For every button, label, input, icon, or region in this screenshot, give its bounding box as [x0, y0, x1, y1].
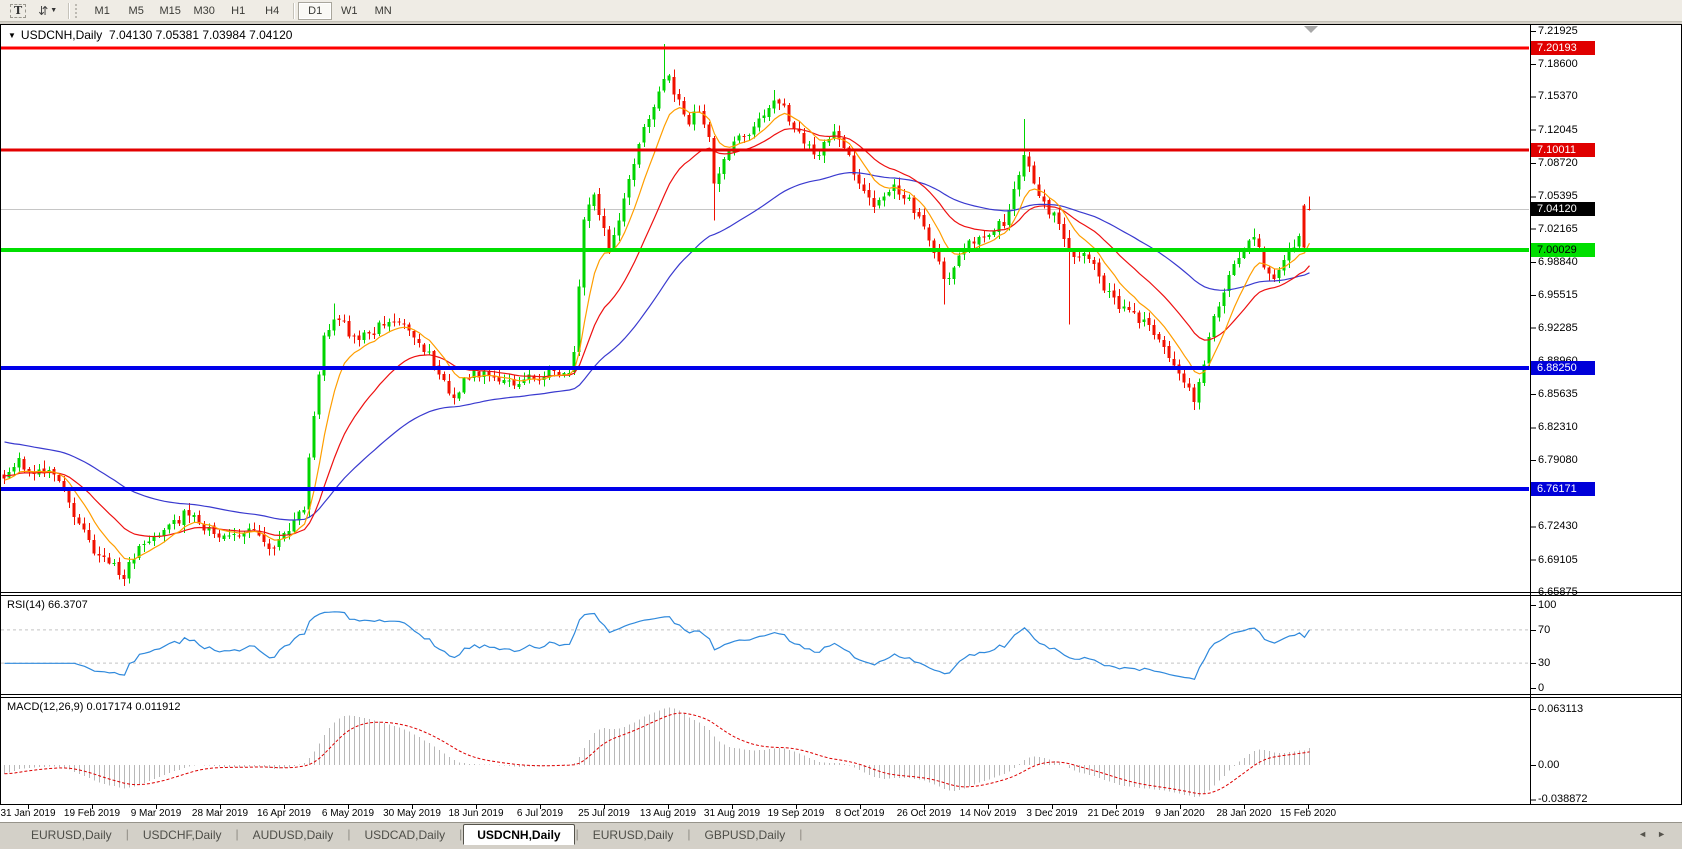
chart-tab-audusd-2[interactable]: AUDUSD,Daily: [252, 827, 334, 842]
tab-separator: |: [235, 827, 239, 841]
chart-tab-eurusd-0[interactable]: EURUSD,Daily: [31, 827, 112, 842]
chart-tab-usdcad-3[interactable]: USDCAD,Daily: [364, 827, 446, 842]
tab-separator: |: [799, 827, 803, 841]
toolbar-grip-handle[interactable]: [75, 3, 80, 18]
timeframe-button-h1[interactable]: H1: [231, 4, 246, 17]
timeframe-button-w1[interactable]: W1: [340, 4, 358, 17]
tab-separator: |: [575, 827, 579, 841]
timeframe-button-m15[interactable]: M15: [159, 4, 181, 17]
toolbar-separator: [68, 2, 70, 19]
toolbar: T ⇵ ▼ M1 M5 M15 M30 H1 H4 D1 W1 MN: [0, 0, 1682, 22]
timeframe-button-h4[interactable]: H4: [265, 4, 280, 17]
timeframe-button-d1[interactable]: D1: [298, 1, 333, 20]
tab-scroll-right-icon[interactable]: ►: [1657, 829, 1666, 839]
timeframe-button-mn[interactable]: MN: [374, 4, 392, 17]
tab-separator: |: [687, 827, 691, 841]
timeframe-button-m1[interactable]: M1: [94, 4, 110, 17]
chart-window[interactable]: [0, 24, 1682, 822]
timeframe-group: M1 M5 M15 M30 H1 H4 D1 W1 MN: [85, 1, 400, 20]
text-tool-icon: T: [10, 3, 27, 18]
toolbar-separator: [293, 2, 295, 19]
chevron-down-icon: ▼: [50, 7, 58, 14]
chart-tab-gbpusd-6[interactable]: GBPUSD,Daily: [704, 827, 786, 842]
chart-tab-usdcnh-4[interactable]: USDCNH,Daily: [463, 823, 575, 845]
chart-tab-usdchf-1[interactable]: USDCHF,Daily: [142, 827, 222, 842]
tab-scroll-left-icon[interactable]: ◄: [1638, 829, 1648, 839]
chart-tab-eurusd-5[interactable]: EURUSD,Daily: [592, 827, 674, 842]
timeframe-button-m5[interactable]: M5: [128, 4, 144, 17]
tab-separator: |: [347, 827, 351, 841]
tile-windows-icon: ⇵: [38, 3, 49, 18]
tile-windows-button[interactable]: ⇵ ▼: [33, 3, 62, 19]
text-tool-button[interactable]: T: [5, 2, 31, 20]
tab-separator: |: [125, 827, 129, 841]
tab-separator: |: [459, 827, 463, 841]
chart-tab-bar: EURUSD,Daily | USDCHF,Daily | AUDUSD,Daily | U…: [0, 822, 1682, 845]
status-strip: [0, 845, 1682, 849]
timeframe-button-m30[interactable]: M30: [193, 4, 215, 17]
